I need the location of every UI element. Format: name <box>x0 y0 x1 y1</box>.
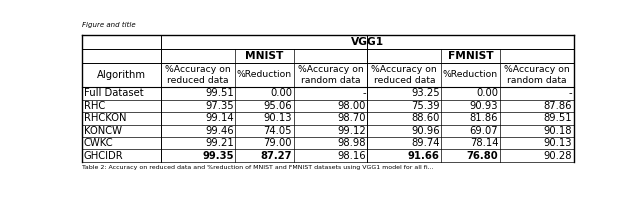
Text: %Reduction: %Reduction <box>443 70 498 79</box>
Text: 99.35: 99.35 <box>202 151 234 161</box>
Text: 87.27: 87.27 <box>260 151 292 161</box>
Text: 90.13: 90.13 <box>543 138 572 148</box>
Text: %Reduction: %Reduction <box>237 70 292 79</box>
Text: KONCW: KONCW <box>84 126 122 136</box>
Text: %Accuracy on
reduced data: %Accuracy on reduced data <box>371 65 437 85</box>
Text: Table 2: Accuracy on reduced data and %reduction of MNIST and FMNIST datasets us: Table 2: Accuracy on reduced data and %r… <box>83 165 434 170</box>
Text: 99.12: 99.12 <box>337 126 366 136</box>
Text: 81.86: 81.86 <box>470 113 499 123</box>
Text: 0.00: 0.00 <box>270 88 292 99</box>
Text: 90.28: 90.28 <box>543 151 572 161</box>
Text: CWKC: CWKC <box>84 138 113 148</box>
Text: 99.21: 99.21 <box>205 138 234 148</box>
Text: Full Dataset: Full Dataset <box>84 88 143 99</box>
Text: 90.13: 90.13 <box>264 113 292 123</box>
Text: 76.80: 76.80 <box>467 151 499 161</box>
Text: 99.46: 99.46 <box>205 126 234 136</box>
Text: GHCIDR: GHCIDR <box>84 151 124 161</box>
Text: 87.86: 87.86 <box>543 101 572 111</box>
Text: 89.51: 89.51 <box>543 113 572 123</box>
Text: 98.00: 98.00 <box>337 101 366 111</box>
Text: 99.51: 99.51 <box>205 88 234 99</box>
Text: 0.00: 0.00 <box>476 88 499 99</box>
Text: 90.93: 90.93 <box>470 101 499 111</box>
Text: -: - <box>568 88 572 99</box>
Text: 88.60: 88.60 <box>412 113 440 123</box>
Text: MNIST: MNIST <box>245 51 284 61</box>
Text: RHCKON: RHCKON <box>84 113 127 123</box>
Text: 78.14: 78.14 <box>470 138 499 148</box>
Text: Figure and title: Figure and title <box>83 22 136 28</box>
Text: 95.06: 95.06 <box>264 101 292 111</box>
Text: 98.70: 98.70 <box>337 113 366 123</box>
Text: 90.96: 90.96 <box>411 126 440 136</box>
Text: 74.05: 74.05 <box>264 126 292 136</box>
Text: VGG1: VGG1 <box>351 37 384 47</box>
Text: 90.18: 90.18 <box>543 126 572 136</box>
Text: 98.16: 98.16 <box>337 151 366 161</box>
Text: 69.07: 69.07 <box>470 126 499 136</box>
Text: FMNIST: FMNIST <box>447 51 493 61</box>
Text: %Accuracy on
random data: %Accuracy on random data <box>298 65 364 85</box>
Text: 99.14: 99.14 <box>205 113 234 123</box>
Text: 75.39: 75.39 <box>411 101 440 111</box>
Text: 89.74: 89.74 <box>412 138 440 148</box>
Text: 97.35: 97.35 <box>205 101 234 111</box>
Text: %Accuracy on
reduced data: %Accuracy on reduced data <box>165 65 231 85</box>
Text: 91.66: 91.66 <box>408 151 440 161</box>
Text: 98.98: 98.98 <box>337 138 366 148</box>
Text: Algorithm: Algorithm <box>97 70 147 80</box>
Text: %Accuracy on
random data: %Accuracy on random data <box>504 65 570 85</box>
Text: 79.00: 79.00 <box>264 138 292 148</box>
Text: -: - <box>362 88 366 99</box>
Text: RHC: RHC <box>84 101 105 111</box>
Text: 93.25: 93.25 <box>411 88 440 99</box>
